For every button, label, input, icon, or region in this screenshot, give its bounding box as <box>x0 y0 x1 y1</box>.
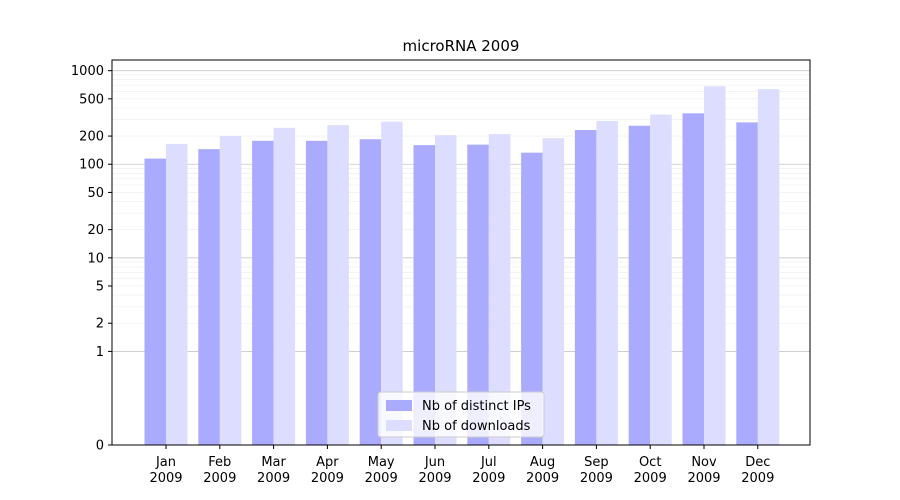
axes-layer: 0 1 2 5 10 20 50 100 200 500 1000 Jan 2009 Feb 2009 Mar… <box>71 64 774 486</box>
y-tick-label: 1000 <box>71 64 104 79</box>
bar-downloads <box>381 121 403 446</box>
x-tick-label: Aug 2009 <box>526 455 559 486</box>
y-tick-label: 5 <box>96 280 104 295</box>
bar-distinct-ips <box>198 149 220 445</box>
x-tick-label: Mar 2009 <box>257 455 290 486</box>
bar-downloads <box>757 89 780 446</box>
bar-distinct-ips <box>628 125 651 445</box>
bar-distinct-ips <box>413 145 435 445</box>
bar-downloads <box>166 143 188 445</box>
x-tick-label: Nov 2009 <box>687 455 720 486</box>
bar-downloads <box>219 136 242 446</box>
bar-distinct-ips <box>359 139 382 445</box>
y-tick-label: 1 <box>96 345 104 360</box>
x-tick-label: Oct 2009 <box>634 455 667 486</box>
legend-swatch <box>386 400 412 411</box>
bar-distinct-ips <box>574 130 597 445</box>
legend: Nb of distinct IPs Nb of downloads <box>377 391 545 438</box>
y-tick-label: 20 <box>87 223 104 238</box>
y-tick-label: 500 <box>79 92 104 107</box>
bar-distinct-ips <box>252 140 274 445</box>
y-tick-label: 2 <box>96 317 104 332</box>
bar-downloads <box>273 127 296 445</box>
bar-downloads <box>650 114 672 445</box>
bar-downloads <box>704 86 726 446</box>
bar-distinct-ips <box>682 113 704 446</box>
y-tick-label: 50 <box>87 186 104 201</box>
bars-layer <box>144 86 780 446</box>
bar-downloads <box>488 134 511 446</box>
y-tick-label: 100 <box>79 158 104 173</box>
bar-distinct-ips <box>521 152 543 445</box>
bar-downloads <box>542 138 565 446</box>
bar-distinct-ips <box>305 140 328 445</box>
chart-title: microRNA 2009 <box>403 37 520 55</box>
x-tick-label: May 2009 <box>365 455 398 486</box>
x-tick-label: Sep 2009 <box>580 455 613 486</box>
bar-downloads <box>596 120 618 445</box>
x-tick-label: Jun 2009 <box>418 455 451 486</box>
x-tick-label: Feb 2009 <box>203 455 236 486</box>
x-tick-label: Apr 2009 <box>311 455 344 486</box>
legend-box <box>377 391 545 438</box>
y-tick-label: 10 <box>87 251 104 266</box>
y-tick-label: 200 <box>79 130 104 145</box>
bar-downloads <box>327 125 349 446</box>
legend-label: Nb of downloads <box>422 419 531 434</box>
legend-label: Nb of distinct IPs <box>422 399 531 414</box>
x-tick-label: Jan 2009 <box>149 455 182 486</box>
bar-downloads <box>435 135 457 445</box>
bar-distinct-ips <box>736 122 758 445</box>
legend-swatch <box>386 420 412 431</box>
plot-frame <box>111 59 811 446</box>
bar-distinct-ips <box>467 144 489 445</box>
bar-distinct-ips <box>144 158 166 445</box>
x-tick-label: Jul 2009 <box>472 455 505 486</box>
x-tick-label: Dec 2009 <box>741 455 774 486</box>
y-tick-label: 0 <box>96 439 104 454</box>
